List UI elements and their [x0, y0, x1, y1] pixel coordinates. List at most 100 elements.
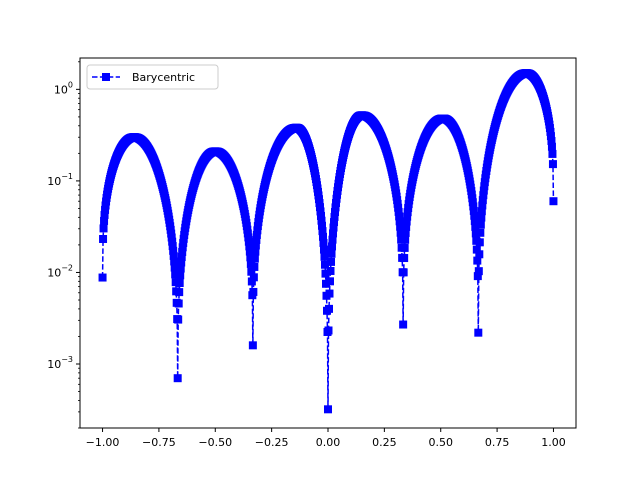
data-point [176, 264, 185, 273]
data-point [331, 208, 340, 217]
data-point [399, 268, 408, 277]
data-point [330, 212, 339, 221]
y-tick-label: 10−2 [47, 263, 73, 279]
data-point [318, 227, 327, 236]
data-point [250, 262, 259, 271]
data-point [394, 207, 403, 216]
data-point [177, 258, 186, 267]
y-axis: 10−3 10−2 10−1 100 [47, 61, 80, 429]
y-tick-label: 10−3 [47, 355, 73, 371]
data-point [249, 287, 258, 296]
data-point [167, 233, 176, 242]
data-point [469, 206, 478, 215]
data-point [547, 136, 556, 145]
series-layer [98, 69, 558, 414]
data-point [248, 341, 257, 350]
data-point [324, 326, 333, 335]
y-tick-label: 100 [54, 80, 73, 96]
data-point [244, 233, 253, 242]
data-point [100, 216, 109, 225]
data-point [324, 405, 332, 414]
x-tick-label: −0.50 [198, 436, 232, 449]
data-point [169, 246, 178, 255]
legend-marker-sample [102, 73, 110, 81]
data-point [477, 207, 486, 216]
data-point [247, 277, 256, 286]
data-point [547, 142, 556, 151]
y-tick-label: 10−1 [47, 172, 73, 188]
x-tick-label: −1.00 [86, 436, 120, 449]
data-point [476, 228, 485, 237]
data-point [320, 260, 329, 269]
data-point [177, 253, 186, 262]
data-point [395, 217, 404, 226]
data-point [546, 127, 555, 136]
data-point [549, 197, 558, 206]
data-point [330, 218, 339, 227]
data-point [394, 203, 403, 212]
data-point [479, 191, 488, 200]
data-point [250, 254, 259, 263]
x-tick-label: 0.25 [372, 436, 397, 449]
data-point [316, 211, 325, 220]
data-point [395, 212, 404, 221]
data-point [478, 196, 487, 205]
data-point [329, 223, 338, 232]
data-point [170, 263, 179, 272]
data-point [249, 273, 258, 282]
data-point [326, 277, 334, 286]
data-point [477, 213, 486, 222]
data-point [479, 186, 488, 195]
x-tick-label: 0.50 [428, 436, 453, 449]
data-point [169, 251, 178, 260]
data-point [402, 217, 411, 226]
data-point [400, 254, 409, 263]
data-point [315, 199, 324, 208]
data-point [320, 252, 329, 261]
data-point [316, 207, 325, 216]
data-point [325, 304, 333, 313]
data-point [468, 198, 477, 207]
data-point [252, 230, 261, 239]
data-point [475, 250, 484, 259]
legend: Barycentric [86, 64, 219, 90]
data-point [474, 267, 483, 276]
data-point [170, 257, 179, 266]
data-point [475, 238, 484, 247]
data-point [171, 270, 180, 279]
data-point [178, 247, 187, 256]
legend-box [86, 64, 219, 90]
data-point [546, 132, 555, 141]
x-tick-label: 1.00 [541, 436, 566, 449]
data-point [470, 217, 479, 226]
data-point [178, 243, 187, 252]
data-point [99, 234, 108, 243]
data-point [400, 243, 409, 252]
data-point [319, 245, 328, 254]
data-point [399, 320, 408, 329]
data-point [470, 211, 479, 220]
data-point [331, 203, 340, 212]
data-point [100, 210, 109, 219]
data-point [401, 235, 410, 244]
data-point [245, 242, 254, 251]
data-point [246, 253, 255, 262]
data-point [397, 235, 406, 244]
data-point [99, 224, 108, 233]
data-point [168, 242, 177, 251]
data-point [396, 228, 405, 237]
data-point [328, 242, 337, 251]
data-point [403, 212, 412, 221]
data-point [168, 237, 177, 246]
x-tick-label: −0.25 [255, 436, 289, 449]
data-point [473, 256, 482, 265]
data-point [480, 182, 489, 191]
x-tick-label: −0.75 [142, 436, 176, 449]
data-point [473, 272, 482, 281]
data-point [332, 198, 341, 207]
data-point [174, 299, 183, 308]
data-point [326, 266, 335, 275]
data-point [548, 149, 557, 158]
data-point [175, 288, 184, 297]
data-point [244, 237, 253, 246]
